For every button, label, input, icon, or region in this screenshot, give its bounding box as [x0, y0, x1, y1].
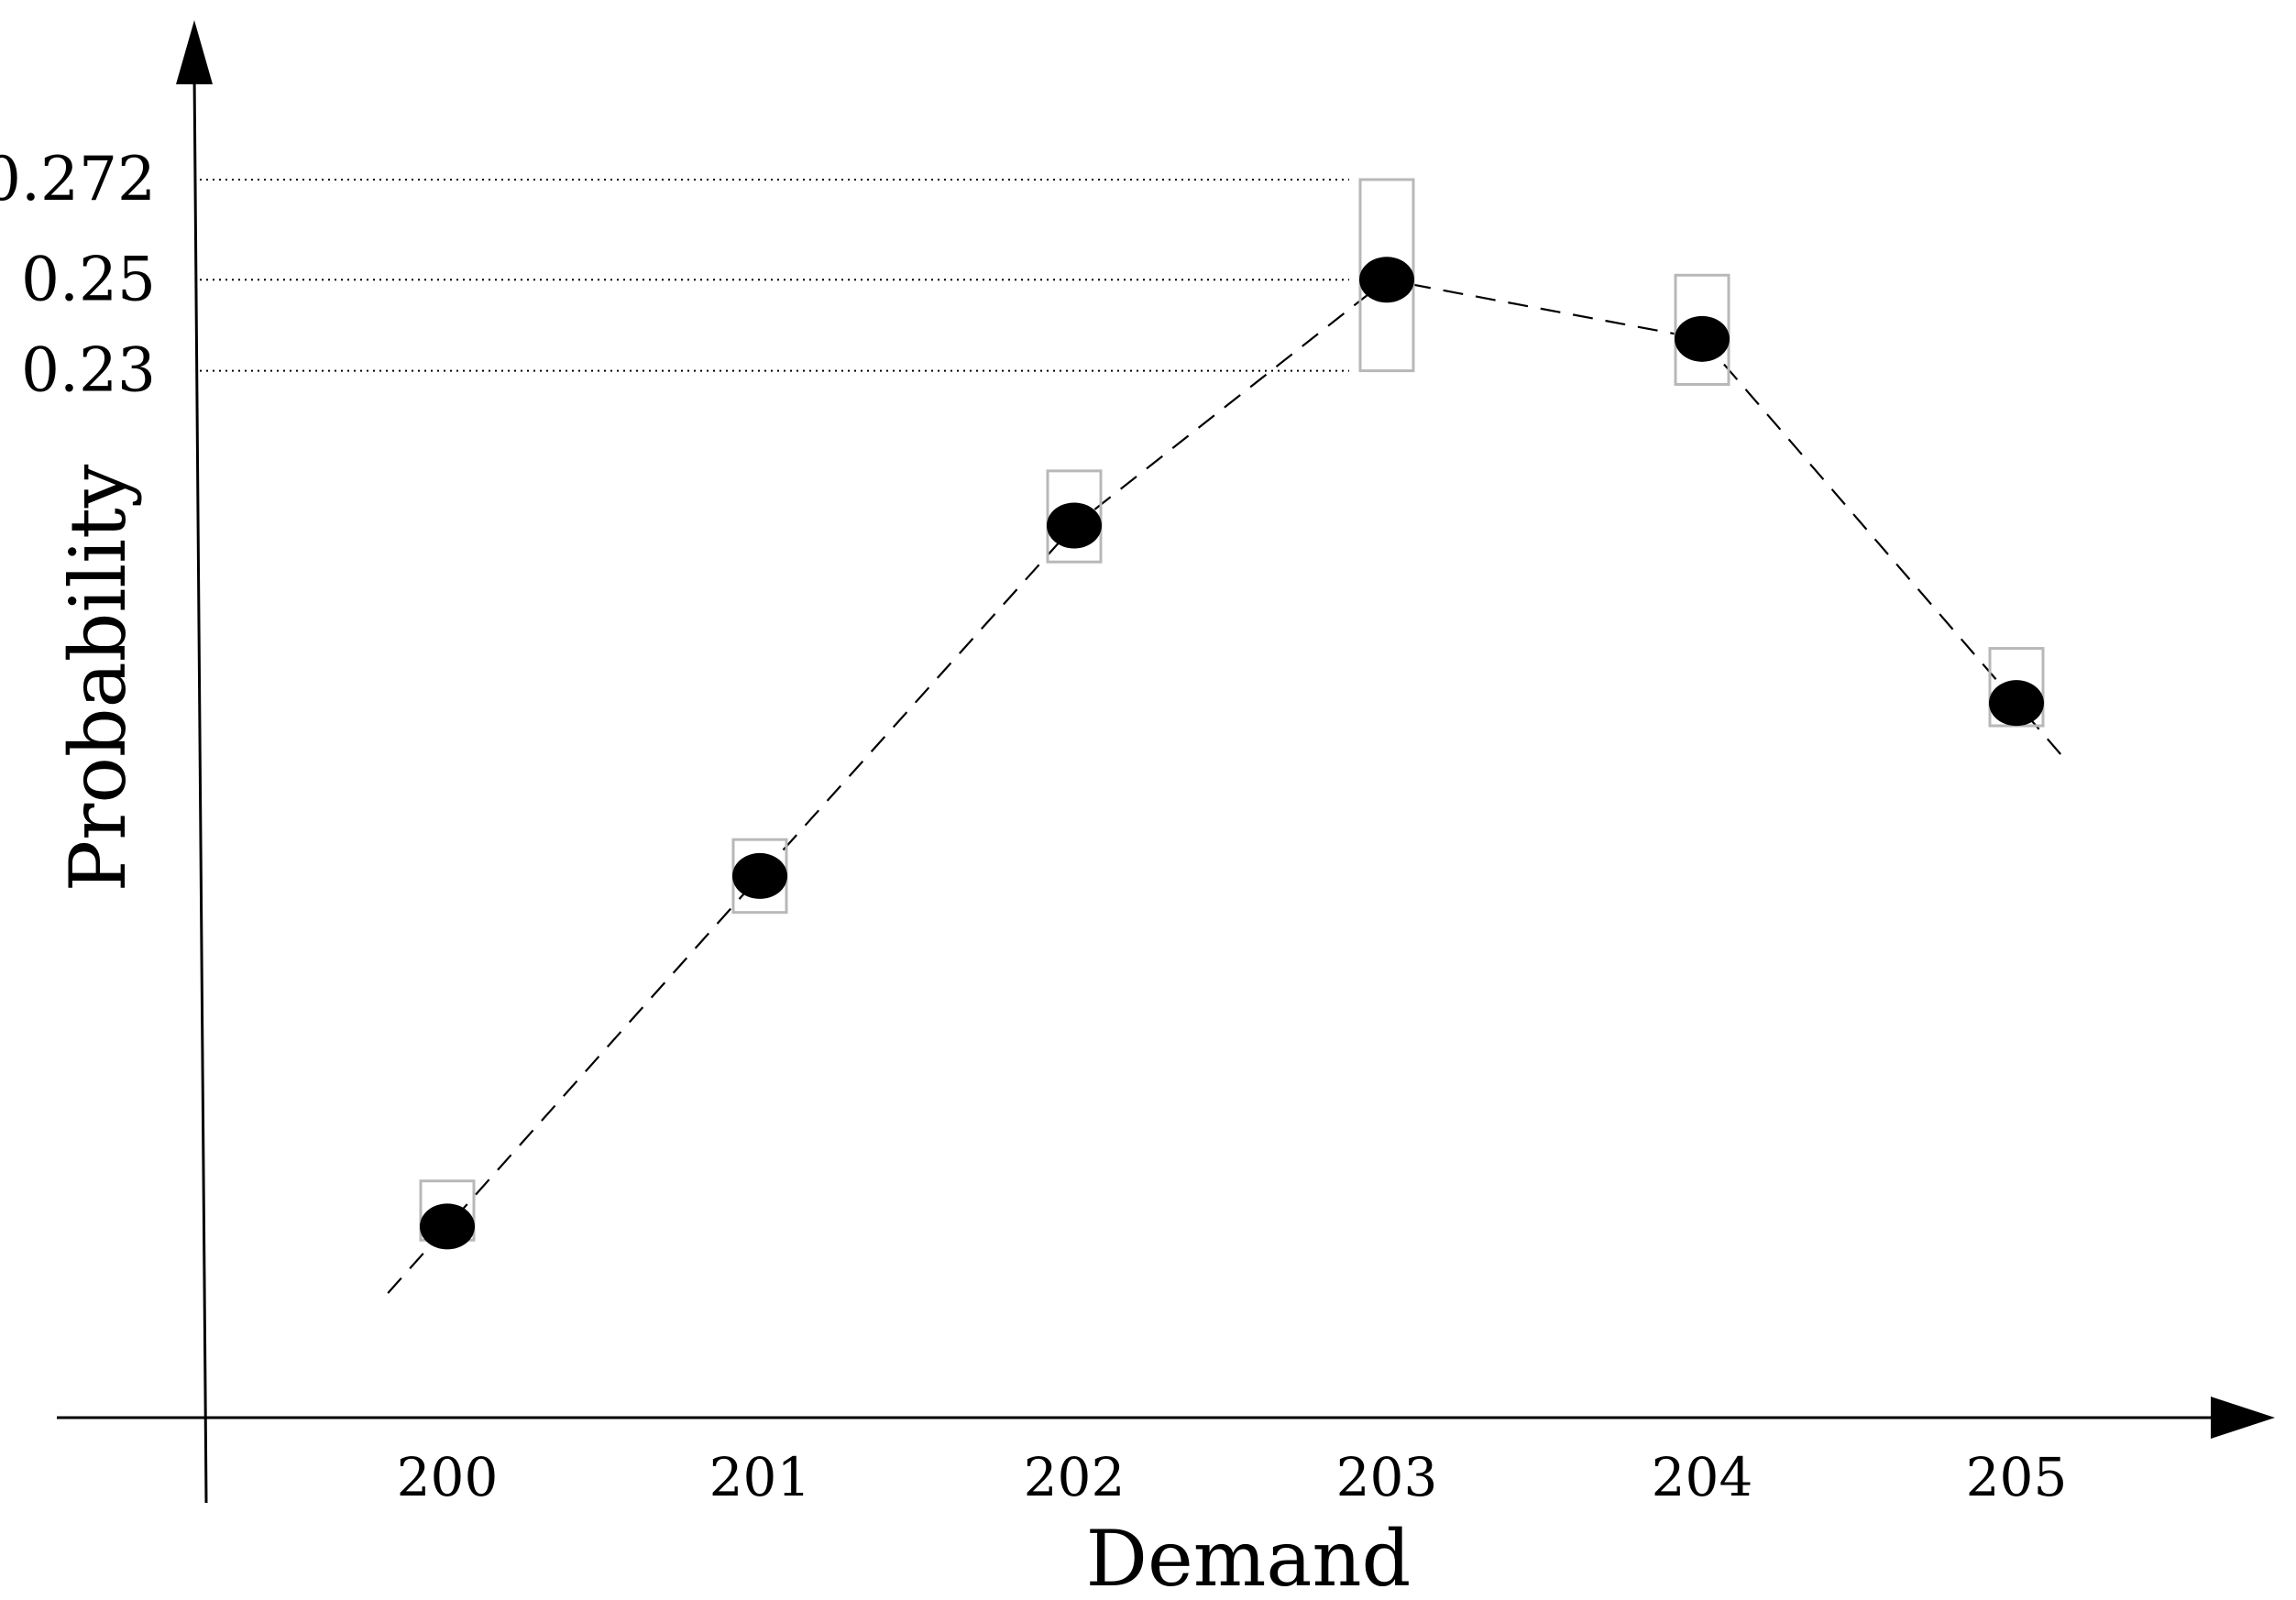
- trend-line: [387, 279, 2068, 1294]
- data-point: [420, 1203, 475, 1250]
- x-tick-label: 203: [1336, 1446, 1438, 1508]
- x-tick-label: 204: [1652, 1446, 1753, 1508]
- data-point: [1989, 680, 2044, 727]
- interval-box: [1674, 273, 1730, 386]
- data-point: [1359, 257, 1414, 303]
- data-points: [420, 257, 2044, 1250]
- x-axis-arrow-icon: [2211, 1397, 2275, 1439]
- y-tick-labels: 0.272 0.25 0.23: [0, 144, 156, 406]
- data-point: [732, 852, 787, 899]
- y-axis-label: Probability: [53, 464, 143, 892]
- y-axis-arrow-icon: [176, 20, 213, 84]
- y-tick-label: 0.25: [21, 244, 156, 314]
- x-tick-label: 202: [1024, 1446, 1126, 1508]
- data-point: [1675, 315, 1730, 362]
- data-point: [1047, 502, 1102, 549]
- y-axis-line: [192, 72, 208, 1504]
- x-tick-labels: 200 201 202 203 204 205: [397, 1446, 2068, 1508]
- x-tick-label: 200: [397, 1446, 499, 1508]
- y-tick-label: 0.23: [21, 335, 156, 406]
- y-tick-label: 0.272: [0, 144, 156, 214]
- interval-box: [1046, 469, 1103, 564]
- interval-boxes: [419, 178, 2045, 1242]
- x-tick-label: 205: [1966, 1446, 2068, 1508]
- trend-line-group: [387, 279, 2068, 1294]
- reference-lines: [200, 178, 1349, 372]
- x-tick-label: 201: [709, 1446, 811, 1508]
- x-axis-label: Demand: [1086, 1514, 1412, 1600]
